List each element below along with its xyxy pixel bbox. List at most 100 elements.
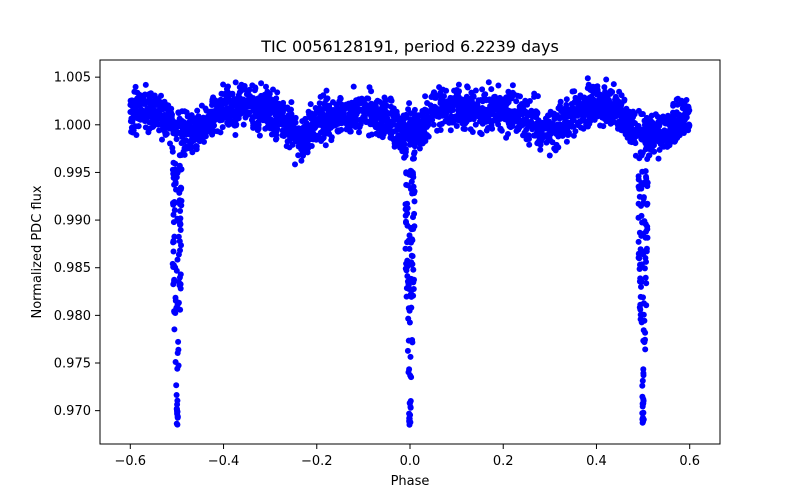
data-point [356, 129, 362, 136]
data-point [206, 121, 213, 128]
data-point [632, 120, 638, 127]
data-point [407, 353, 414, 360]
data-point [134, 95, 141, 102]
data-point [411, 223, 418, 230]
data-point [411, 149, 418, 156]
data-point [577, 103, 584, 109]
data-point [174, 301, 181, 308]
data-point [404, 347, 411, 354]
data-point [559, 132, 566, 139]
data-point [637, 185, 644, 191]
data-point [366, 132, 372, 139]
data-point [142, 109, 149, 116]
data-point [672, 128, 679, 134]
data-point [173, 186, 179, 193]
data-point [177, 247, 183, 254]
data-point [322, 142, 329, 149]
data-point [631, 135, 637, 142]
data-point [174, 256, 181, 263]
data-point [479, 116, 486, 122]
data-point [591, 111, 598, 118]
data-point [147, 101, 153, 108]
data-point [415, 133, 422, 140]
data-point [455, 81, 462, 88]
data-point [392, 116, 399, 123]
data-point [174, 350, 181, 356]
data-point [644, 234, 651, 241]
data-point [487, 106, 494, 113]
data-point [408, 293, 415, 300]
data-point [639, 410, 646, 417]
data-point [406, 100, 413, 107]
data-point [593, 83, 600, 90]
data-point [387, 95, 394, 102]
data-point [270, 86, 276, 93]
data-point [163, 102, 170, 108]
data-point [309, 119, 316, 126]
data-point [179, 139, 186, 146]
data-point [661, 114, 667, 121]
data-point [614, 99, 621, 106]
data-point [537, 146, 544, 153]
data-point [456, 106, 463, 113]
data-point [644, 183, 651, 190]
y-tick: 0.995 [54, 166, 100, 181]
data-point [159, 136, 165, 143]
data-point [292, 114, 299, 121]
data-point [178, 185, 185, 191]
data-point [492, 93, 498, 100]
data-point [563, 101, 570, 108]
data-point [175, 233, 182, 240]
data-point [495, 103, 502, 110]
data-point [173, 392, 180, 398]
data-point [656, 146, 663, 153]
data-point [533, 108, 539, 115]
data-point [624, 112, 631, 118]
x-tick: −0.2 [301, 444, 333, 469]
data-point [307, 101, 314, 108]
data-point [464, 84, 471, 91]
data-point [174, 421, 181, 428]
data-point [357, 121, 364, 128]
data-point [194, 134, 200, 141]
data-point [252, 85, 259, 92]
data-point [407, 118, 414, 125]
data-point [155, 99, 162, 106]
data-point [318, 110, 325, 117]
data-point [584, 112, 591, 119]
data-point [170, 125, 177, 132]
data-point [141, 118, 148, 124]
data-point [495, 82, 502, 89]
data-point [367, 102, 374, 109]
x-tick: 0.4 [586, 444, 607, 469]
data-point [549, 120, 556, 127]
data-point [341, 106, 348, 113]
data-point [131, 88, 138, 95]
data-point [372, 106, 379, 113]
data-point [317, 93, 324, 100]
data-point [298, 141, 305, 148]
data-point [176, 282, 183, 289]
data-point [361, 113, 368, 120]
data-point [299, 152, 306, 159]
data-point [184, 113, 191, 120]
data-point [452, 116, 459, 123]
data-point [198, 102, 205, 109]
data-point [553, 141, 560, 148]
y-tick: 0.980 [54, 309, 100, 324]
data-point [563, 138, 570, 145]
data-point [635, 254, 642, 261]
data-point [672, 134, 679, 141]
data-point [597, 101, 604, 108]
data-point [622, 116, 629, 123]
data-point [460, 125, 467, 132]
data-point [411, 198, 418, 205]
data-point [387, 134, 394, 141]
data-point [284, 127, 290, 134]
data-point [173, 136, 180, 143]
data-point [407, 127, 414, 134]
data-point [419, 111, 426, 117]
data-point [463, 96, 470, 103]
data-point [434, 127, 441, 134]
data-point [334, 127, 341, 134]
